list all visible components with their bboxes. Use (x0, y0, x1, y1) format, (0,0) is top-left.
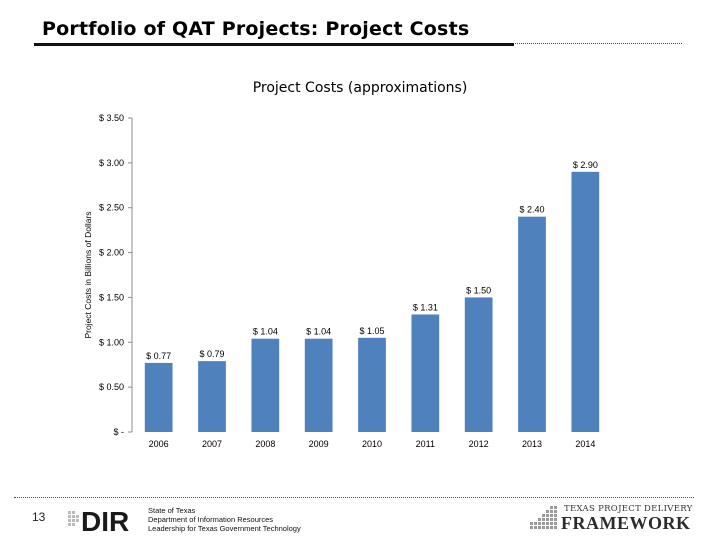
data-label: $ 1.04 (306, 327, 331, 337)
x-tick-label: 2006 (149, 439, 169, 449)
x-tick-label: 2010 (362, 439, 382, 449)
page-number: 13 (32, 510, 46, 524)
agency-line: State of Texas (148, 506, 196, 515)
x-tick-label: 2014 (575, 439, 595, 449)
bar-2008 (251, 338, 280, 432)
chart-bars (144, 171, 600, 433)
y-tick-label: $ 3.00 (99, 158, 124, 168)
agency-line: Leadership for Texas Government Technolo… (148, 524, 301, 533)
bar-2007 (198, 361, 226, 432)
data-label: $ 1.04 (253, 327, 278, 337)
x-tick-label: 2009 (309, 439, 329, 449)
bar-2010 (358, 337, 386, 432)
data-label: $ 2.90 (573, 160, 598, 170)
data-label: $ 2.40 (519, 205, 544, 215)
y-tick-label: $ 3.50 (99, 113, 124, 123)
bar-2011 (411, 314, 440, 432)
bar-2012 (464, 297, 493, 432)
x-tick-label: 2011 (416, 439, 435, 449)
chart-title: Project Costs (approximations) (252, 80, 468, 96)
data-label: $ 1.50 (466, 285, 491, 295)
chart-labels: $ - $ 0.50 $ 1.00 $ 1.50 $ 2.00 $ 2.50 $ 3.00 $… (83, 113, 598, 449)
x-tick-label: 2013 (522, 439, 542, 449)
data-label: $ 1.31 (413, 302, 438, 312)
agency-line: Department of Information Resources (148, 515, 274, 524)
chart-axes (128, 117, 133, 433)
y-tick-label: $ 0.50 (99, 382, 124, 392)
y-tick-label: $ - (113, 427, 124, 437)
data-label: $ 1.05 (359, 326, 384, 336)
y-tick-label: $ 1.00 (99, 337, 124, 347)
bar-2013 (518, 216, 546, 432)
agency-text: State of Texas Department of Information… (148, 506, 301, 533)
data-label: $ 0.77 (146, 351, 171, 361)
y-tick-label: $ 1.50 (99, 292, 124, 302)
y-tick-label: $ 2.00 (99, 248, 124, 258)
x-tick-label: 2007 (202, 439, 222, 449)
data-label: $ 0.79 (199, 349, 224, 359)
title-underline (34, 43, 514, 46)
slide-title: Portfolio of QAT Projects: Project Costs (42, 18, 470, 40)
footer-rule (14, 497, 694, 498)
y-tick-label: $ 2.50 (99, 203, 124, 213)
x-tick-label: 2008 (255, 439, 275, 449)
bar-2009 (304, 338, 333, 432)
x-tick-label: 2012 (469, 439, 489, 449)
bar-2006 (144, 362, 173, 432)
dir-logo-text: DIR (81, 506, 129, 534)
framework-logo-mark (530, 506, 557, 529)
dir-logo: DIR (68, 506, 129, 534)
framework-logo-bottom: FRAMEWORK (561, 513, 691, 533)
framework-logo-top: TEXAS PROJECT DELIVERY (564, 504, 693, 514)
bar-2014 (571, 171, 600, 433)
y-axis-title: Project Costs in Billions of Dollars (83, 211, 93, 338)
